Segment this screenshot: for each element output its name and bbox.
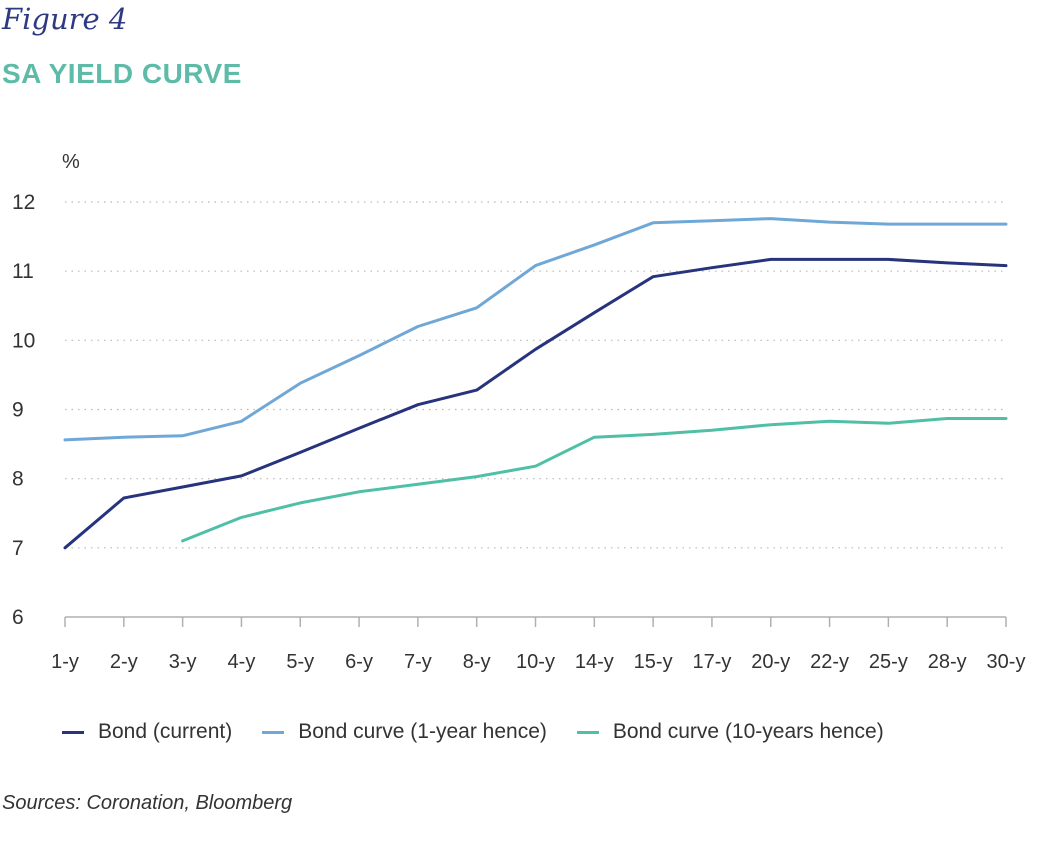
series-layer: [63, 217, 1008, 550]
x-tick-label: 30-y: [987, 651, 1026, 673]
series-line-1: [63, 257, 1008, 550]
x-tick-label: 5-y: [286, 651, 314, 673]
legend-item: Bond curve (10-years hence): [576, 720, 884, 744]
axis-layer: 6 7 8 9 10 11 12 1-y 2-y 3-y 4-y 5-y 6-y 7-y 8-y 10-y 14…: [12, 191, 1025, 673]
legend-label: Bond curve (10-years hence): [612, 720, 884, 743]
y-tick-label: 12: [12, 191, 35, 214]
x-tick-label: 22-y: [810, 651, 849, 673]
legend-item: Bond curve (1-year hence): [262, 720, 547, 744]
x-tick-label: 17-y: [692, 651, 731, 673]
legend-item: Bond (current): [62, 720, 232, 744]
legend-swatch: [262, 730, 285, 734]
x-tick-label: 20-y: [751, 651, 790, 673]
y-tick-label: 9: [12, 399, 24, 422]
grid-layer: [65, 201, 1006, 549]
yield-curve-chart: 6 7 8 9 10 11 12 1-y 2-y 3-y 4-y 5-y 6-y 7-y 8-y 10-y 14…: [12, 151, 1025, 673]
x-tick-label: 15-y: [634, 651, 673, 673]
series-line-2: [63, 217, 1008, 442]
chart-title: SA YIELD CURVE: [2, 58, 242, 89]
y-tick-label: 6: [12, 606, 24, 629]
y-tick-label: 7: [12, 537, 24, 560]
x-tick-label: 14-y: [575, 651, 614, 673]
y-axis-unit-label: %: [62, 151, 80, 173]
x-tick-label: 6-y: [345, 651, 373, 673]
y-tick-label: 11: [12, 260, 34, 283]
y-tick-label: 10: [12, 329, 35, 352]
y-tick-label: 8: [12, 468, 24, 491]
sources-note: Sources: Coronation, Bloomberg: [2, 792, 293, 814]
x-tick-label: 8-y: [463, 651, 491, 673]
x-tick-label: 4-y: [228, 651, 256, 673]
x-tick-label: 1-y: [51, 651, 79, 673]
x-tick-label: 25-y: [869, 651, 908, 673]
x-tick-label: 3-y: [169, 651, 197, 673]
series-line-3: [181, 417, 1008, 543]
figure-label: Figure 4: [2, 2, 128, 36]
legend-label: Bond (current): [98, 720, 233, 743]
legend-swatch: [62, 730, 84, 734]
legend-swatch: [576, 730, 599, 734]
chart-legend: Bond (current) Bond curve (1-year hence) B…: [62, 720, 914, 744]
x-tick-label: 28-y: [928, 651, 967, 673]
x-tick-label: 7-y: [404, 651, 432, 673]
x-tick-label: 10-y: [516, 651, 555, 673]
x-tick-label: 2-y: [110, 651, 138, 673]
legend-label: Bond curve (1-year hence): [298, 720, 547, 743]
